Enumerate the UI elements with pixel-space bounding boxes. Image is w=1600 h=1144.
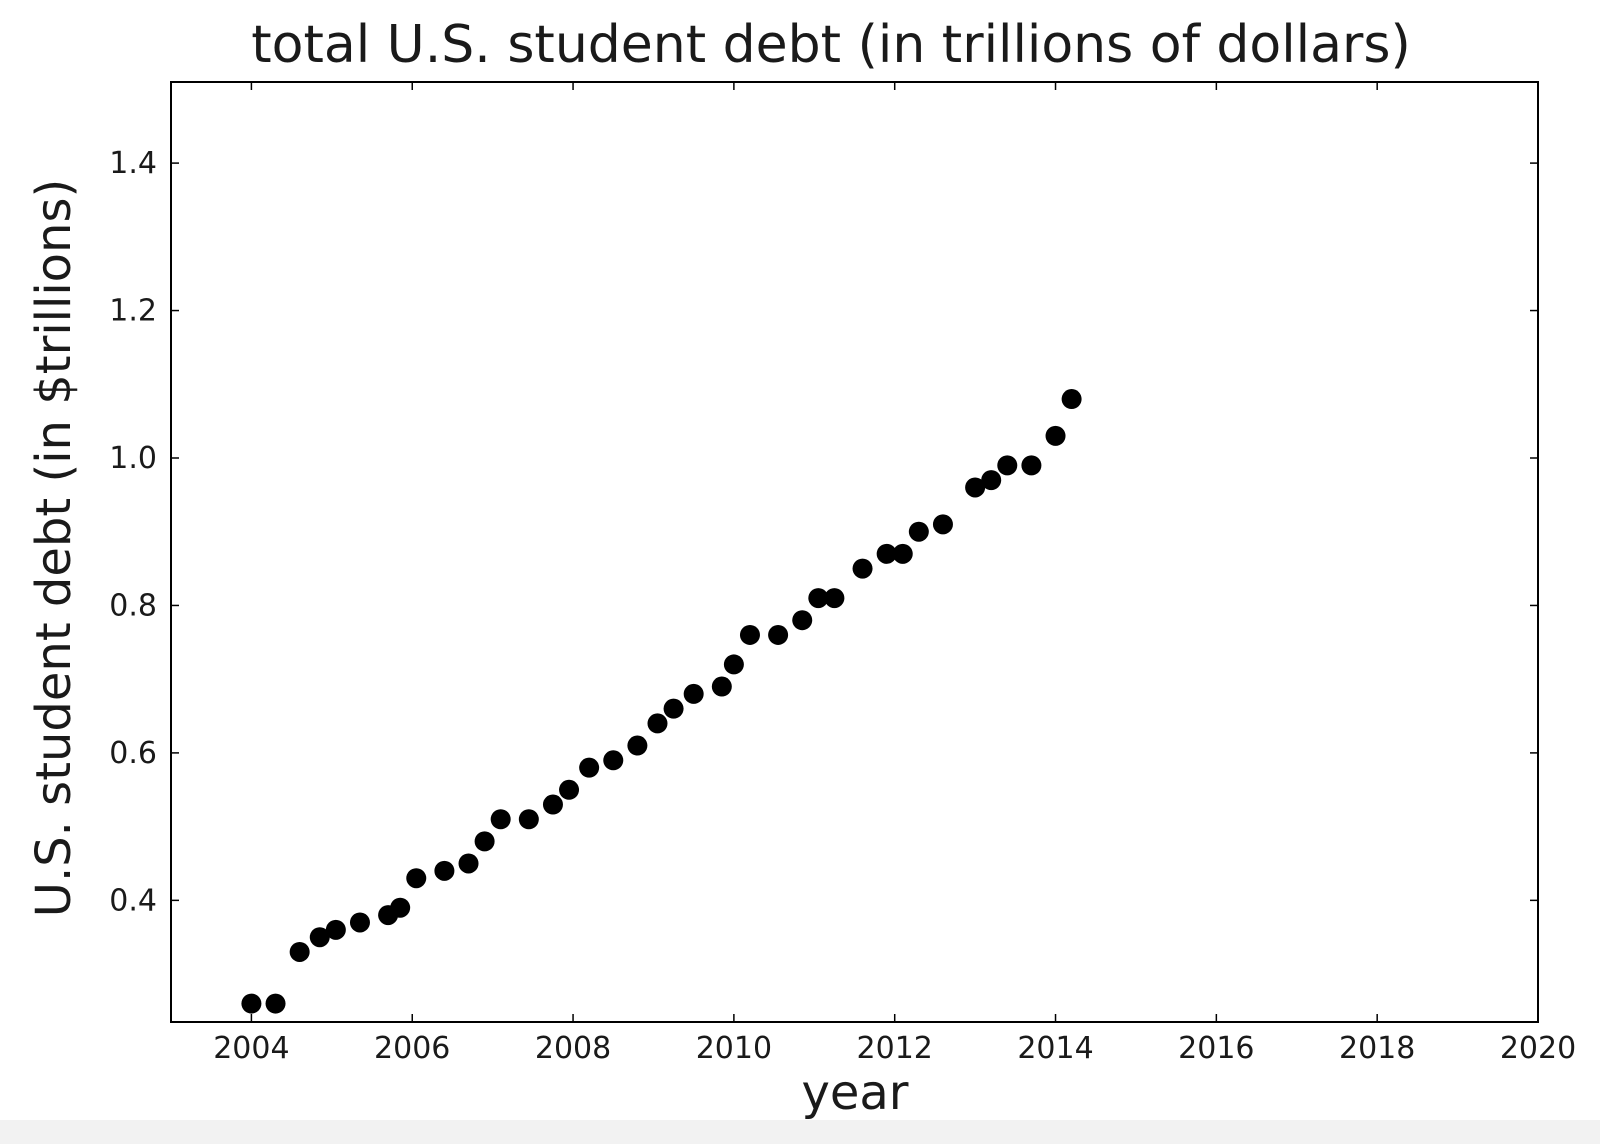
data-point <box>876 543 897 564</box>
x-tick-label: 2004 <box>213 1031 289 1066</box>
data-point <box>627 735 648 756</box>
x-tick-label: 2012 <box>857 1031 933 1066</box>
data-point <box>579 757 600 778</box>
data-point <box>490 809 511 830</box>
data-point <box>792 610 813 631</box>
data-point <box>663 698 684 719</box>
data-point <box>683 683 704 704</box>
data-point <box>824 588 845 609</box>
data-point <box>808 588 829 609</box>
data-point <box>768 624 789 645</box>
x-axis: 2004 2006 2008 2010 2012 2014 2016 2018 2020 <box>213 82 1576 1066</box>
data-point <box>603 750 624 771</box>
y-axis-label: U.S. student debt (in $trillions) <box>26 179 82 917</box>
scatter-chart: total U.S. student debt (in trillions of… <box>26 15 1576 1120</box>
data-point <box>965 477 986 498</box>
x-tick-label: 2008 <box>535 1031 611 1066</box>
data-point <box>647 713 668 734</box>
data-point <box>908 521 929 542</box>
data-point <box>458 853 479 874</box>
y-tick-label: 0.4 <box>109 883 157 918</box>
x-tick-label: 2010 <box>696 1031 772 1066</box>
data-point <box>325 919 346 940</box>
plot-frame <box>170 81 1539 1023</box>
data-point <box>289 941 310 962</box>
y-tick-label: 0.8 <box>109 588 157 623</box>
x-tick-label: 2020 <box>1500 1031 1576 1066</box>
data-point <box>739 624 760 645</box>
y-tick-label: 1.4 <box>109 146 157 181</box>
data-point <box>932 514 953 535</box>
data-point <box>1021 455 1042 476</box>
data-point <box>518 809 539 830</box>
plot-area <box>241 389 1082 1014</box>
x-tick-label: 2006 <box>374 1031 450 1066</box>
data-point <box>265 993 286 1014</box>
x-tick-label: 2014 <box>1017 1031 1093 1066</box>
data-point <box>1045 425 1066 446</box>
chart-title: total U.S. student debt (in trillions of… <box>251 15 1411 75</box>
data-point <box>1061 389 1082 410</box>
data-point <box>406 868 427 889</box>
y-axis: 0.4 0.6 0.8 1.0 1.2 1.4 <box>109 146 1538 918</box>
y-tick-label: 0.6 <box>109 736 157 771</box>
x-tick-label: 2016 <box>1178 1031 1254 1066</box>
y-tick-label: 1.2 <box>109 294 157 329</box>
data-point <box>309 927 330 948</box>
data-point <box>474 831 495 852</box>
data-point <box>349 912 370 933</box>
data-point <box>711 676 732 697</box>
y-tick-label: 1.0 <box>109 441 157 476</box>
x-tick-label: 2018 <box>1339 1031 1415 1066</box>
data-point <box>390 897 411 918</box>
chart-canvas: total U.S. student debt (in trillions of… <box>0 0 1600 1120</box>
x-axis-label: year <box>801 1065 908 1120</box>
data-point <box>852 558 873 579</box>
data-point <box>559 779 580 800</box>
data-point <box>434 860 455 881</box>
data-point <box>981 470 1002 491</box>
data-point <box>723 654 744 675</box>
data-point <box>892 543 913 564</box>
data-point <box>241 993 262 1014</box>
data-point <box>542 794 563 815</box>
data-point <box>997 455 1018 476</box>
